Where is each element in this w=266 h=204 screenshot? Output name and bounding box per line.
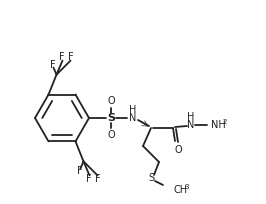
Text: CH: CH [173, 185, 187, 195]
Text: H: H [187, 112, 195, 122]
Text: 3: 3 [185, 184, 189, 190]
Text: F: F [86, 174, 91, 184]
Text: F: F [59, 52, 64, 62]
Text: F: F [95, 174, 100, 184]
Text: S: S [107, 113, 115, 123]
Text: 2: 2 [222, 119, 227, 125]
Text: F: F [77, 166, 82, 176]
Text: O: O [107, 96, 115, 106]
Text: NH: NH [211, 120, 226, 130]
Text: O: O [174, 145, 182, 155]
Text: F: F [50, 60, 55, 70]
Text: N: N [187, 120, 195, 130]
Text: F: F [68, 52, 73, 62]
Text: S: S [148, 173, 154, 183]
Text: O: O [107, 130, 115, 140]
Text: H: H [129, 105, 137, 115]
Text: N: N [129, 113, 137, 123]
